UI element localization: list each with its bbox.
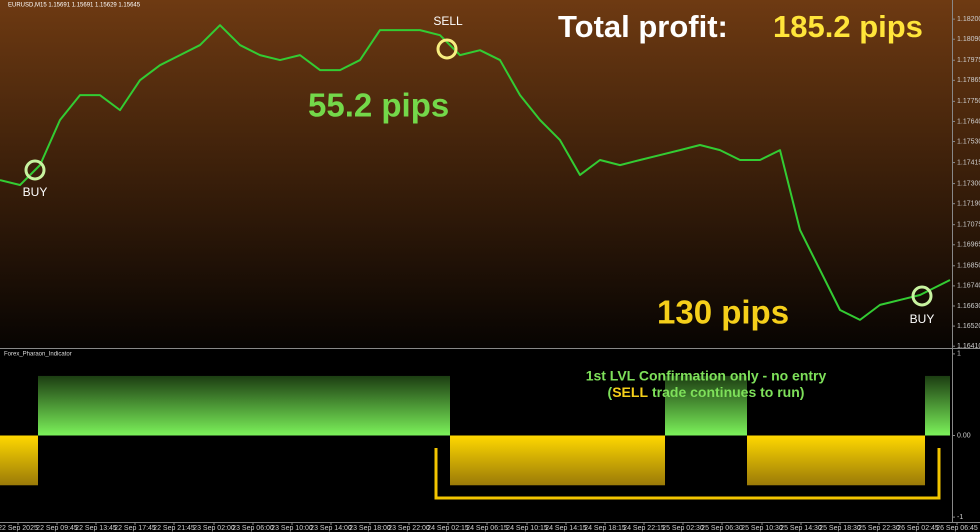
note-line: 1st LVL Confirmation only - no entry [586,368,827,384]
buy-marker [24,159,46,181]
buy-label: BUY [910,312,935,326]
y-tick-label: 1.17075 [957,222,980,229]
indicator-block [450,435,665,486]
indicator-block [38,375,450,436]
y-tick-label: 1.16630 [957,303,980,310]
y-tick-label: 1.17865 [957,77,980,84]
y-tick-label: 1.16965 [957,242,980,249]
x-tick-label: 22 Sep 13:45 [75,525,117,532]
x-tick-label: 26 Sep 06:45 [936,525,978,532]
x-tick-label: 23 Sep 14:00 [310,525,352,532]
symbol-header: EURUSD,M15 1.15691 1.15691 1.15629 1.156… [8,3,141,9]
gain-label: 130 pips [657,294,789,331]
indicator-block [665,375,747,436]
y-tick-label: 1.16410 [957,343,980,350]
x-tick-label: 24 Sep 22:15 [623,525,665,532]
buy-label: BUY [23,185,48,199]
note-line: (SELL trade continues to run) [608,384,805,400]
y-tick-label: 1.17750 [957,98,980,105]
x-tick-label: 22 Sep 2025 [0,525,38,532]
note-highlight: SELL [612,384,648,400]
indicator-block [0,435,38,486]
gain-label: 55.2 pips [308,87,449,124]
sell-label: SELL [433,14,463,28]
x-tick-label: 24 Sep 10:15 [506,525,548,532]
x-tick-label: 25 Sep 02:30 [662,525,704,532]
x-tick-label: 25 Sep 06:30 [701,525,743,532]
price-line [0,24,951,321]
y-tick-label: 1.17415 [957,159,980,166]
x-tick-label: 24 Sep 18:15 [584,525,626,532]
bracket [434,448,941,500]
y-tick-label: 1.18200 [957,16,980,23]
y-tick-label: 1.18090 [957,36,980,43]
indicator-block [747,435,925,486]
x-tick-label: 23 Sep 18:00 [349,525,391,532]
y-tick-label: 1 [957,351,961,358]
y-tick-label: 1.17975 [957,57,980,64]
y-tick-label: 1.16850 [957,263,980,270]
note-part: trade continues to run) [652,384,804,400]
sell-marker [436,38,458,60]
profit-value: 185.2 pips [773,9,923,44]
y-tick-label: 1.17190 [957,201,980,208]
indicator-name: Forex_Pharaon_Indicator [4,352,72,358]
buy-marker [911,285,933,307]
x-tick-label: 25 Sep 10:30 [741,525,783,532]
x-tick-label: 24 Sep 14:15 [545,525,587,532]
x-tick-label: 25 Sep 22:30 [858,525,900,532]
x-tick-label: 25 Sep 18:30 [819,525,861,532]
x-tick-label: 22 Sep 21:45 [153,525,195,532]
x-tick-label: 23 Sep 22:00 [388,525,430,532]
indicator-block [925,375,950,436]
x-tick-label: 25 Sep 14:30 [780,525,822,532]
y-tick-label: 0.00 [957,432,971,439]
price-background [0,0,980,348]
profit-label: Total profit: [558,9,728,44]
y-tick-label: -1 [957,514,963,521]
note-part: ( [608,384,613,400]
x-tick-label: 23 Sep 06:00 [232,525,274,532]
y-tick-label: 1.16740 [957,283,980,290]
x-tick-label: 23 Sep 10:00 [271,525,313,532]
y-tick-label: 1.17530 [957,138,980,145]
x-tick-label: 26 Sep 02:45 [897,525,939,532]
x-tick-label: 22 Sep 17:45 [114,525,156,532]
x-tick-label: 24 Sep 02:15 [427,525,469,532]
y-tick-label: 1.17300 [957,180,980,187]
y-tick-label: 1.16520 [957,323,980,330]
x-tick-label: 23 Sep 02:00 [193,525,235,532]
x-tick-label: 22 Sep 09:45 [36,525,78,532]
y-tick-label: 1.17640 [957,118,980,125]
x-tick-label: 24 Sep 06:15 [466,525,508,532]
